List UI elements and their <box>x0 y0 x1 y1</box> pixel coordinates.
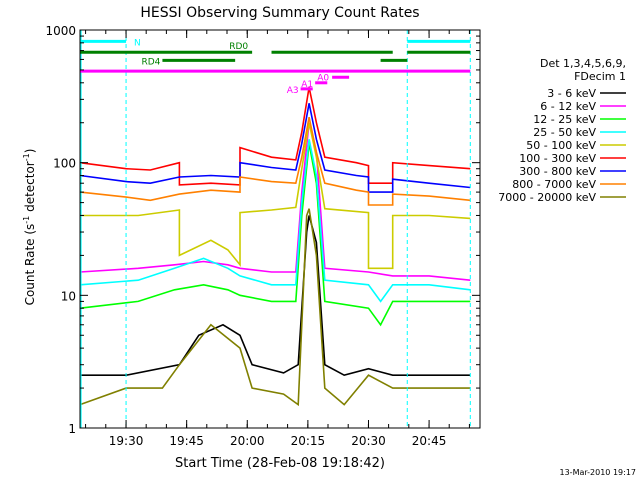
y-axis-label-mid: detector <box>23 161 37 216</box>
series-line-3 <box>79 139 471 303</box>
y-tick-label-0: 1 <box>68 422 76 436</box>
legend-label-7: 800 - 7000 keV <box>512 178 596 191</box>
legend-label-5: 100 - 300 keV <box>519 152 596 165</box>
legend-label-1: 6 - 12 keV <box>540 100 596 113</box>
footer-timestamp: 13-Mar-2010 19:17 <box>560 468 637 477</box>
legend-label-8: 7000 - 20000 keV <box>498 191 596 204</box>
series-line-5 <box>79 87 471 186</box>
legend-label-4: 50 - 100 keV <box>526 139 596 152</box>
plot-frame <box>79 29 481 429</box>
flag-label-2: RD4 <box>142 57 161 67</box>
x-tick-label-2: 20:00 <box>230 434 265 448</box>
legend-header-line-2: FDecim 1 <box>574 70 626 83</box>
y-axis-label-sup2: -1 <box>22 153 31 161</box>
x-tick-label-5: 20:45 <box>412 434 447 448</box>
flag-label-0: N <box>134 38 141 48</box>
x-tick-label-0: 19:30 <box>109 434 144 448</box>
series-line-7 <box>79 117 471 206</box>
flag-label-6: A3 <box>287 86 299 96</box>
axis-layer: 1 10 100 1000 19:30 19:45 20:00 20:15 20:30 20:45 <box>45 24 481 448</box>
flag-label-1: RD0 <box>229 42 248 52</box>
series-line-6 <box>79 103 471 193</box>
y-axis-label-end: ) <box>23 149 37 154</box>
x-tick-label-3: 20:15 <box>291 434 326 448</box>
x-tick-label-1: 19:45 <box>169 434 204 448</box>
y-tick-label-1: 10 <box>61 289 76 303</box>
y-axis-label-main: Count Rate (s <box>23 224 37 306</box>
x-axis-label: Start Time (28-Feb-08 19:18:42) <box>175 456 385 471</box>
legend-label-2: 12 - 25 keV <box>533 113 596 126</box>
y-axis-label: Count Rate (s-1 detector-1) <box>22 149 37 306</box>
y-tick-label-3: 1000 <box>45 24 76 38</box>
series-line-4 <box>80 122 471 270</box>
legend-header-line-1: Det 1,3,4,5,6,9, <box>540 57 626 70</box>
chart-title: HESSI Observing Summary Count Rates <box>140 5 419 21</box>
x-tick-label-4: 20:30 <box>351 434 386 448</box>
y-tick-label-2: 100 <box>53 157 76 171</box>
series-line-2 <box>79 143 471 327</box>
y-axis-label-sup1: -1 <box>22 216 31 224</box>
legend-label-3: 25 - 50 keV <box>533 126 596 139</box>
flag-label-4: A0 <box>317 73 329 83</box>
legend-label-0: 3 - 6 keV <box>547 87 596 100</box>
series-layer <box>79 87 471 407</box>
legend-label-6: 300 - 800 keV <box>519 165 596 178</box>
series-line-8 <box>79 208 471 407</box>
flag-label-5: A1 <box>301 80 313 90</box>
